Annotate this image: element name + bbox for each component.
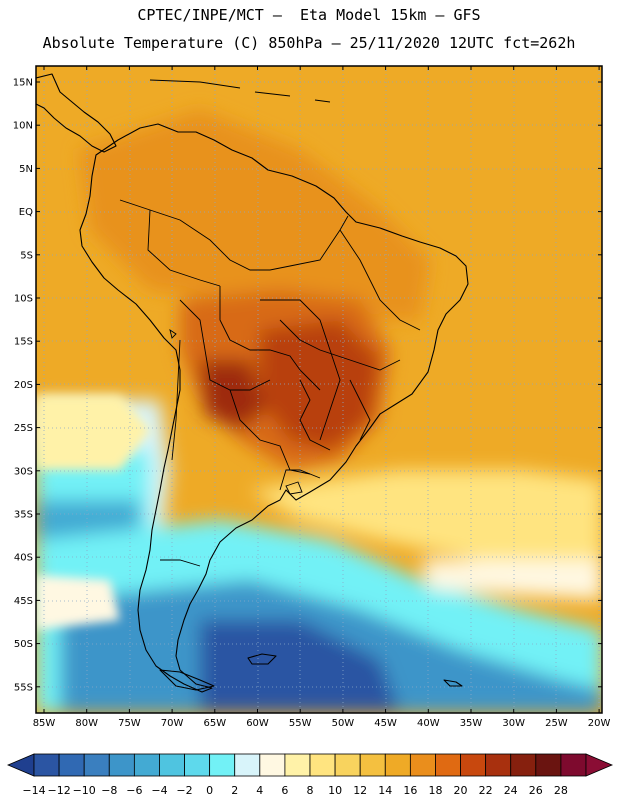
lat-label: 10N: [13, 121, 33, 132]
colorbar-label: 18: [429, 784, 443, 797]
lat-label: 35S: [14, 510, 33, 521]
colorbar-label: −8: [101, 784, 117, 797]
tierra-del-fuego: [159, 669, 215, 691]
colorbar-swatch: [284, 753, 311, 777]
colorbar-label: 16: [403, 784, 417, 797]
central-america-coastline: [36, 73, 117, 153]
colorbar-label: 24: [504, 784, 518, 797]
colorbar-label: −12: [47, 784, 70, 797]
colorbar-swatch: [435, 753, 461, 777]
lat-label: 5N: [19, 164, 33, 175]
colorbar-label: 10: [328, 784, 342, 797]
colorbar-swatch: [108, 753, 135, 777]
latitude-axis: 15N 10N 5N EQ 5S 10S 15S 20S 25S 30S 35S 40S 45S 50S 5…: [13, 78, 33, 694]
colorbar-swatch: [359, 753, 386, 777]
colorbar-label: 6: [281, 784, 288, 797]
longitude-axis: 85W 80W 75W 70W 65W 60W 55W 50W 45W 40W 35W 30W 25W 2…: [33, 718, 611, 729]
colorbar-swatch: [535, 753, 562, 777]
colorbar-swatch: [384, 753, 411, 777]
lon-label: 50W: [332, 718, 355, 729]
colorbar-max-arrow: [585, 753, 614, 777]
colorbar-swatch: [159, 753, 185, 777]
lon-label: 75W: [118, 718, 141, 729]
lon-label: 35W: [460, 718, 483, 729]
lat-label: 30S: [14, 466, 33, 477]
country-borders: [119, 199, 421, 567]
temperature-field: [36, 66, 602, 713]
lat-label: EQ: [19, 207, 33, 218]
colorbar-swatch: [184, 753, 211, 777]
lat-label: 50S: [14, 639, 33, 650]
title-line-2: Absolute Temperature (C) 850hPa – 25/11/…: [42, 34, 576, 52]
lon-label: 55W: [289, 718, 312, 729]
colorbar-swatch: [259, 753, 286, 777]
caribbean-islands: [149, 79, 331, 103]
colorbar-label: −2: [176, 784, 192, 797]
colorbar-min-arrow: [6, 753, 35, 777]
map-frame: [35, 65, 603, 714]
colorbar-swatch: [334, 753, 361, 777]
colorbar-swatch: [560, 753, 587, 777]
colorbar-label: 12: [353, 784, 367, 797]
lat-label: 55S: [14, 682, 33, 693]
colorbar-swatch: [460, 753, 487, 777]
lon-label: 70W: [161, 718, 184, 729]
colorbar-label: 14: [378, 784, 392, 797]
lakes: [169, 328, 303, 495]
lat-label: 20S: [14, 380, 33, 391]
lat-label: 45S: [14, 596, 33, 607]
colorbar-label: 2: [231, 784, 238, 797]
lon-label: 30W: [502, 718, 525, 729]
colorbar-label: −6: [126, 784, 142, 797]
colorbar-labels: −14 −12 −10 −8 −6 −4 −2 0 2 4 6 8 10 12 14 16 18 20 22 24 26…: [22, 784, 568, 797]
colorbar-swatch: [209, 753, 236, 777]
lon-label: 45W: [374, 718, 397, 729]
colorbar-swatch: [234, 753, 261, 777]
colorbar-swatch: [485, 753, 512, 777]
colorbar-label: 0: [206, 784, 213, 797]
lon-label: 60W: [246, 718, 269, 729]
lon-label: 65W: [203, 718, 226, 729]
colorbar-label: 28: [554, 784, 568, 797]
colorbar-label: 4: [256, 784, 263, 797]
colorbar-swatch: [133, 753, 160, 777]
colorbar-label: 8: [307, 784, 314, 797]
colorbar-label: 22: [479, 784, 493, 797]
colorbar-label: −14: [22, 784, 45, 797]
lat-label: 40S: [14, 553, 33, 564]
colorbar-swatch: [309, 753, 336, 777]
falkland-islands: [247, 653, 277, 665]
lon-label: 20W: [588, 718, 611, 729]
colorbar-swatch: [83, 753, 110, 777]
colorbar-swatch: [33, 753, 60, 777]
lon-label: 85W: [33, 718, 56, 729]
title-line-1: CPTEC/INPE/MCT – Eta Model 15km – GFS: [137, 6, 481, 24]
colorbar-label: 20: [454, 784, 468, 797]
lat-label: 10S: [14, 294, 33, 305]
lat-label: 15N: [13, 78, 33, 89]
colorbar-label: 26: [529, 784, 543, 797]
colorbar-label: −4: [151, 784, 167, 797]
lon-label: 80W: [75, 718, 98, 729]
colorbar-swatch: [58, 753, 85, 777]
lat-label: 5S: [20, 250, 33, 261]
lat-label: 25S: [14, 423, 33, 434]
lon-label: 40W: [417, 718, 440, 729]
south-georgia: [443, 679, 463, 687]
colorbar-swatch: [510, 753, 537, 777]
south-america-coastline: [79, 123, 469, 693]
coastlines: [36, 73, 469, 693]
lat-label: 15S: [14, 337, 33, 348]
colorbar-label: −10: [73, 784, 96, 797]
lon-label: 25W: [545, 718, 568, 729]
colorbar-swatch: [409, 753, 436, 777]
axis-ticks: [36, 66, 602, 713]
colorbar: [6, 753, 614, 777]
